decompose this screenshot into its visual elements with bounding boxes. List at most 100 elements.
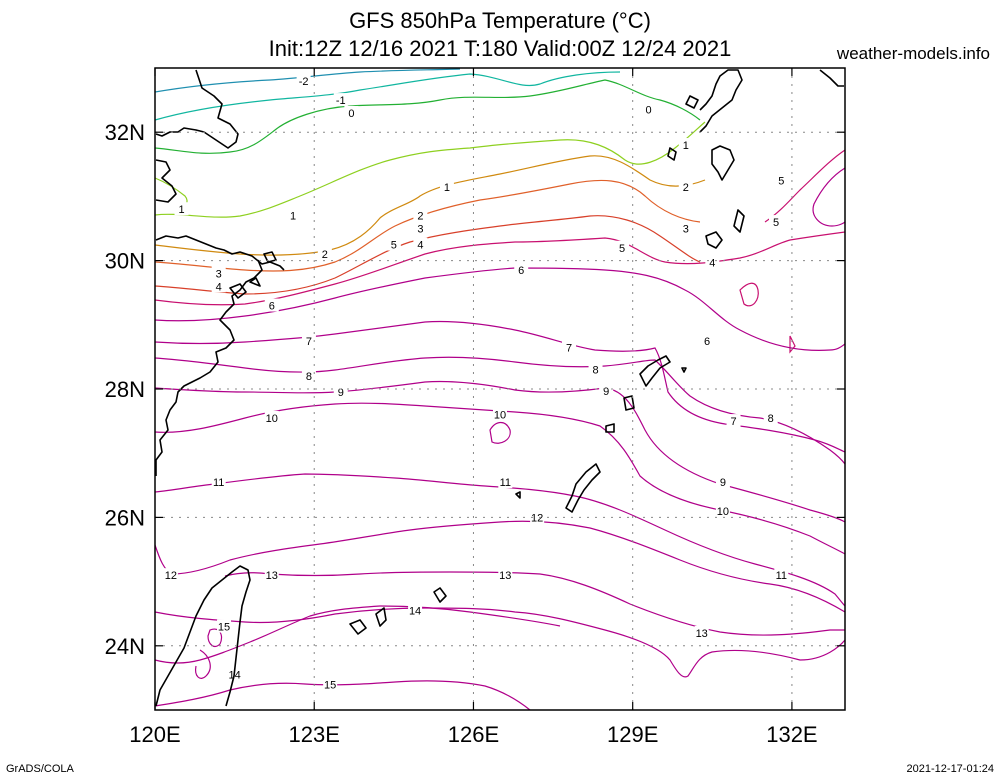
plot-border — [154, 67, 846, 711]
contour-label-5-3: 5 — [778, 175, 784, 187]
okinoerabu — [605, 423, 615, 433]
china-coast-zhejiang — [155, 259, 263, 476]
contour-label-bg — [715, 475, 730, 489]
china-coast-north — [155, 69, 239, 149]
contour-label-bg — [599, 383, 614, 397]
contour-label-3-3: 3 — [683, 224, 689, 236]
contour-label-bg — [562, 340, 576, 354]
isotherm-line-9-1 — [154, 380, 846, 523]
contour-label-bg — [333, 385, 348, 399]
contour-label-0-2: 0 — [646, 105, 652, 117]
contour-label-bg — [678, 221, 693, 235]
contour-label-bg — [211, 266, 226, 280]
contour-label-3-1: 3 — [216, 268, 222, 280]
ishigaki-iriomote — [349, 607, 387, 635]
coastline-layer — [155, 69, 844, 707]
isotherm-line-0-1 — [154, 79, 701, 154]
chart-subtitle: Init:12Z 12/16 2021 T:180 Valid:00Z 12/2… — [268, 36, 732, 61]
china-coast-shanghai — [155, 159, 177, 203]
contour-label-1-1: 1 — [178, 204, 184, 216]
contour-label-bg — [264, 410, 279, 424]
contour-label-bg — [264, 298, 279, 312]
china-coast-hangzhou-bay — [155, 235, 285, 271]
contour-label-1-4: 1 — [683, 140, 689, 152]
isotherm-11 — [154, 473, 846, 607]
isotherm-line-7-1 — [154, 320, 846, 453]
contour-label-6-1: 6 — [269, 301, 275, 313]
contour-label-7-2: 7 — [566, 342, 572, 354]
x-tick-label: 123E — [289, 722, 340, 747]
contour-label-bg — [413, 221, 428, 235]
isotherm-13 — [154, 571, 846, 678]
isotherm-0 — [154, 79, 701, 154]
x-tick-label: 120E — [129, 722, 180, 747]
contour-label-bg — [530, 510, 545, 524]
contour-label-bg — [588, 362, 603, 376]
footer-timestamp: 2021-12-17-01:24 — [906, 763, 994, 775]
chart-title: GFS 850hPa Temperature (°C) — [349, 8, 651, 33]
isotherm-line-10-1 — [154, 402, 846, 555]
site-label: weather-models.info — [836, 44, 990, 63]
contour-label-8-2: 8 — [592, 365, 598, 377]
contour-label-bg — [498, 568, 513, 582]
contour-label-bg — [439, 179, 454, 193]
isotherm-line-12-1 — [154, 520, 846, 613]
contour-label-bg — [774, 568, 789, 582]
contour-label-bg — [413, 237, 428, 251]
contour-label-bg — [774, 173, 789, 187]
contour-label-bg — [715, 503, 730, 517]
isotherm-9 — [154, 380, 846, 523]
contour-label-12-1: 12 — [165, 570, 177, 582]
taiwan-coast — [155, 565, 251, 707]
contour-label-bg — [301, 369, 316, 383]
isotherm-14 — [154, 605, 561, 679]
contour-label-bg — [726, 414, 741, 428]
y-tick-label: 32N — [105, 120, 145, 145]
contour-label-5-4: 5 — [773, 217, 779, 229]
contour-label-3-2: 3 — [417, 224, 423, 236]
isotherm-line-minus2-1 — [154, 68, 461, 93]
contour-label-13-2: 13 — [499, 570, 511, 582]
contour-label-10-2: 10 — [494, 410, 506, 422]
kyushu-coast — [699, 69, 743, 133]
isotherm-10 — [154, 402, 846, 555]
contour-label-7-3: 7 — [730, 416, 736, 428]
small-islets — [515, 367, 687, 499]
y-tick-label: 26N — [105, 505, 145, 530]
y-tick-label: 28N — [105, 377, 145, 402]
isotherm-6 — [154, 167, 846, 351]
contour-label-10-3: 10 — [717, 506, 729, 518]
x-tick-label: 132E — [766, 722, 817, 747]
isotherm-7 — [154, 320, 846, 453]
contour-label-bg — [317, 247, 332, 261]
isotherm-line-5-4 — [789, 335, 796, 354]
contour-label-bg — [344, 105, 359, 119]
kyushu-south-coast — [711, 145, 735, 181]
isotherm-line-6-1 — [154, 267, 846, 351]
contour-label-bg — [286, 208, 300, 222]
contour-label-minus2-1: -2 — [299, 76, 309, 88]
isotherm-line-11-1 — [154, 473, 846, 607]
isotherm-line-5-1 — [154, 231, 846, 306]
contour-label-2-1: 2 — [322, 249, 328, 261]
contour-label-11-2: 11 — [500, 477, 511, 489]
contour-label-1-2: 1 — [290, 211, 296, 223]
contour-label-5-1: 5 — [391, 240, 397, 252]
contour-label-bg — [323, 677, 338, 691]
contour-label-12-2: 12 — [531, 512, 543, 524]
miyako-island — [433, 587, 447, 603]
contour-label-9-2: 9 — [603, 386, 609, 398]
isotherm-line-2-1 — [154, 155, 706, 256]
contour-label-bg — [694, 625, 709, 639]
contour-label-bg — [163, 568, 178, 582]
contour-label-bg — [264, 568, 279, 582]
yakushima — [705, 231, 723, 249]
contour-label-bg — [769, 215, 783, 229]
contour-label-15-2: 15 — [324, 679, 336, 691]
contour-label-bg — [705, 255, 720, 269]
contour-label-bg — [408, 603, 423, 617]
contour-label-bg — [174, 202, 189, 216]
contour-label-bg — [386, 237, 401, 251]
footer-software: GrADS/COLA — [6, 763, 74, 775]
isotherm-line-10-2 — [489, 421, 511, 444]
